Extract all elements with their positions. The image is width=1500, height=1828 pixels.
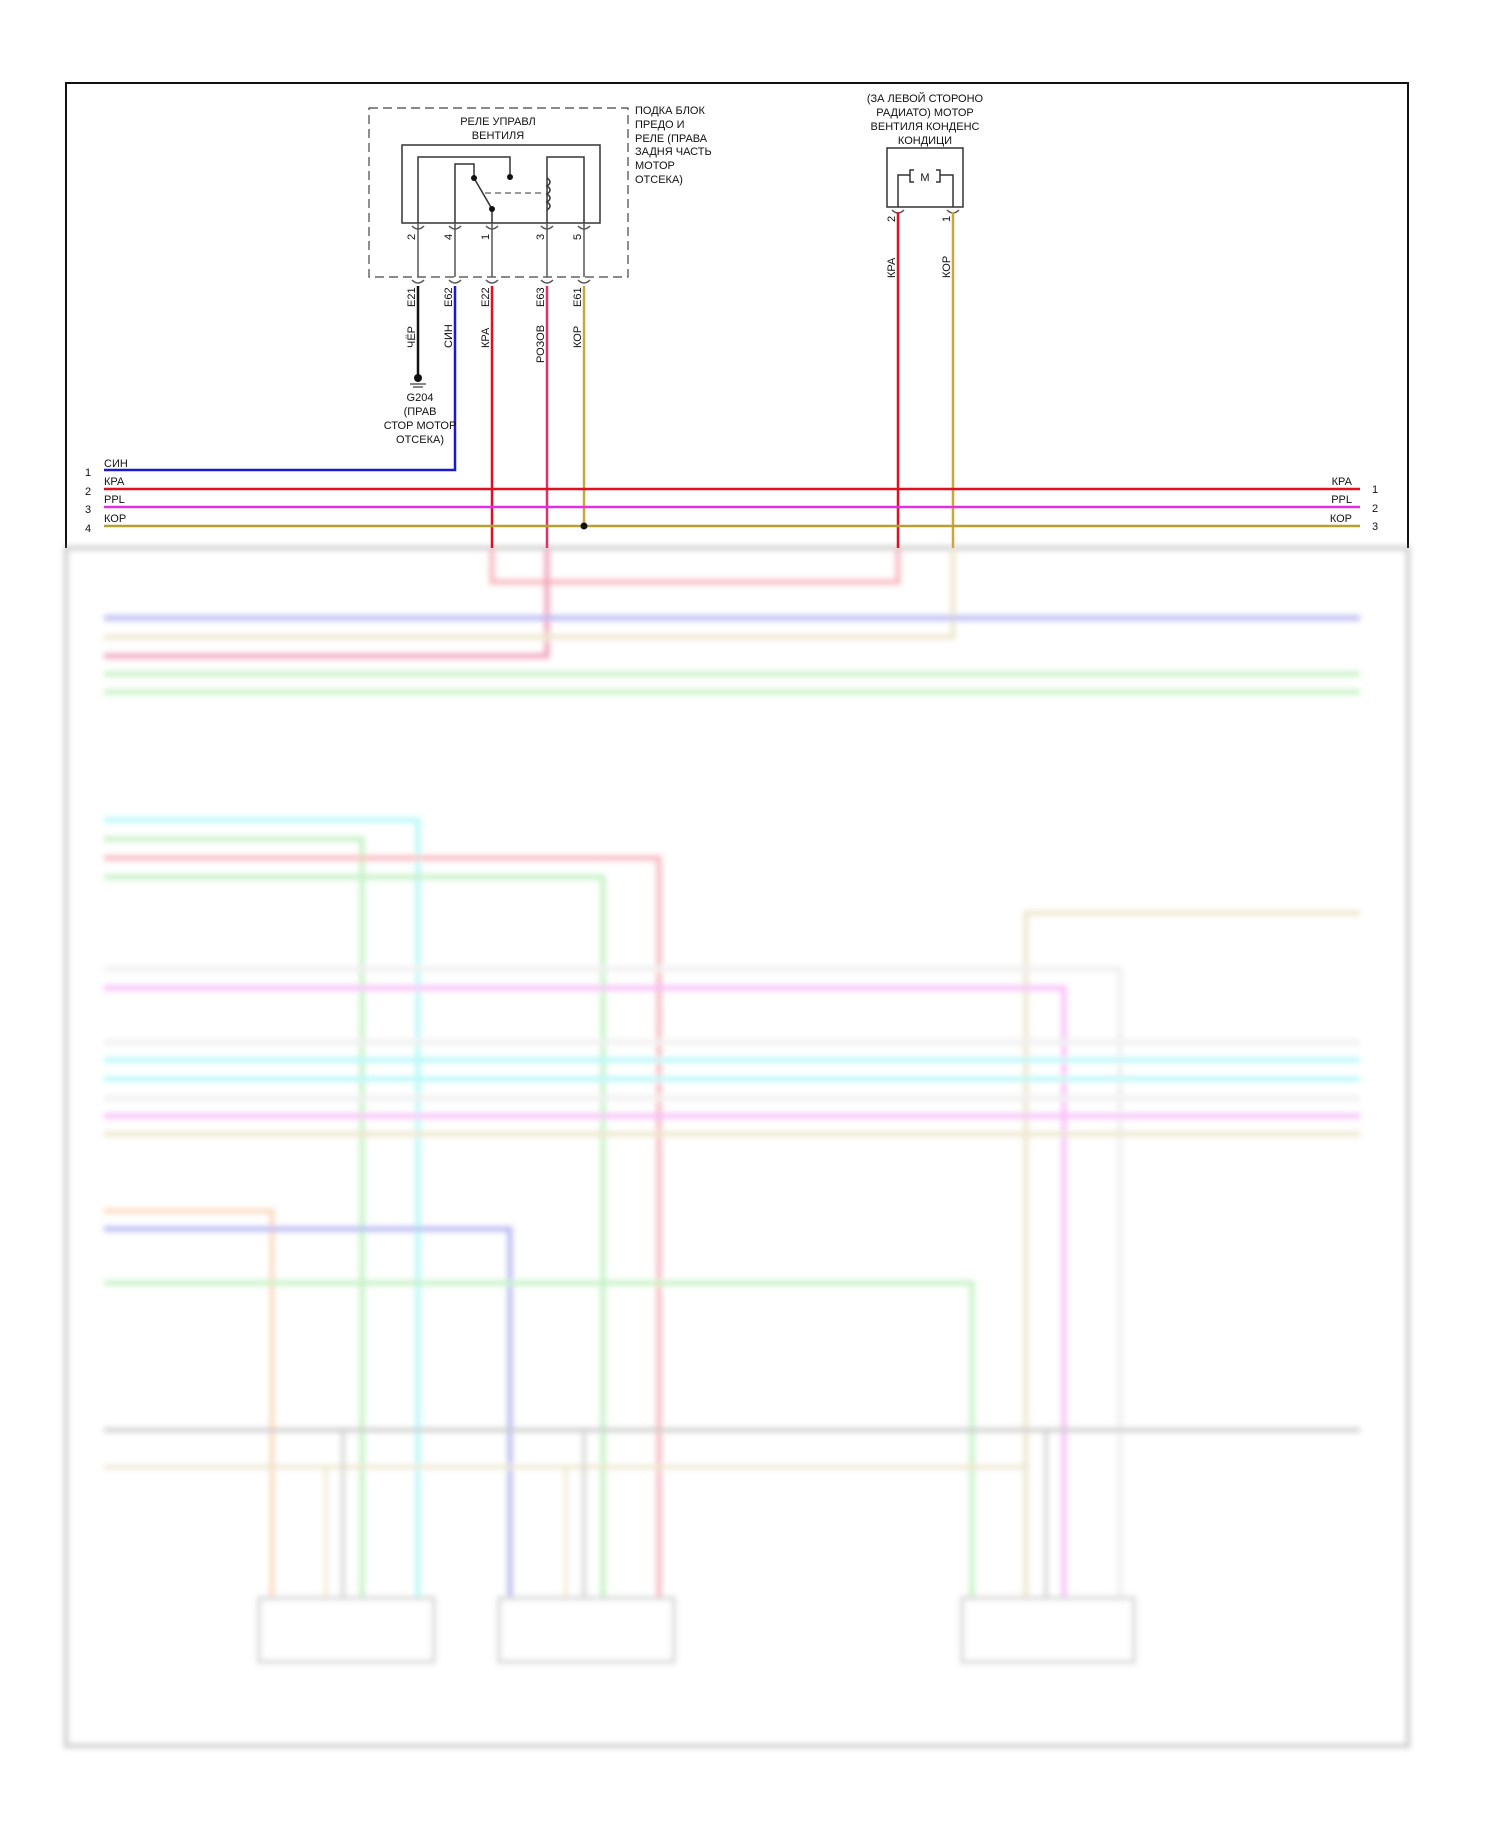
svg-text:1: 1 xyxy=(85,467,91,479)
relay-contact xyxy=(507,174,513,180)
svg-text:КОР: КОР xyxy=(572,326,584,348)
relay-title-line2: ВЕНТИЛЯ xyxy=(472,130,524,142)
svg-text:2: 2 xyxy=(886,216,898,222)
svg-text:ОТСЕКА): ОТСЕКА) xyxy=(635,174,683,186)
svg-text:ВЕНТИЛЯ КОНДЕНС: ВЕНТИЛЯ КОНДЕНС xyxy=(871,121,980,133)
motor-location-label: (ЗА ЛЕВОЙ СТОРОНО РАДИАТО) МОТОР ВЕНТИЛЯ… xyxy=(867,92,984,147)
relay-wire-colors: ЧЁР СИН КРА РОЗОВ КОР xyxy=(406,324,584,363)
motor-wire-colors: КРА КОР xyxy=(886,256,953,278)
bus-right-labels: КРА 1 PPL 2 КОР 3 xyxy=(1330,476,1378,533)
ground-icon xyxy=(410,374,426,388)
svg-text:СТОР МОТОР: СТОР МОТОР xyxy=(384,420,457,432)
svg-text:2: 2 xyxy=(85,486,91,498)
svg-text:РОЗОВ: РОЗОВ xyxy=(535,325,547,363)
svg-text:2: 2 xyxy=(406,234,418,240)
relay-block-enclosure xyxy=(368,107,629,278)
motor-leads xyxy=(897,174,954,207)
svg-text:РЕЛЕ (ПРАВА: РЕЛЕ (ПРАВА xyxy=(635,133,708,145)
ground-location: (ПРАВ СТОР МОТОР ОТСЕКА) xyxy=(384,406,457,446)
svg-text:КРА: КРА xyxy=(1332,476,1353,488)
splice-dot xyxy=(580,522,588,530)
relay-pin-leads xyxy=(411,223,591,284)
motor-pin-connectors xyxy=(891,209,960,214)
svg-text:2: 2 xyxy=(1372,503,1378,515)
svg-text:E21: E21 xyxy=(406,287,418,307)
ground-id: G204 xyxy=(407,392,434,404)
relay-contact xyxy=(489,206,495,212)
svg-text:5: 5 xyxy=(572,234,584,240)
svg-text:КРА: КРА xyxy=(480,327,492,348)
relay-location-label: ПОДКА БЛОК ПРЕДО И РЕЛЕ (ПРАВА ЗАДНЯ ЧАС… xyxy=(635,105,712,186)
svg-text:3: 3 xyxy=(535,234,547,240)
svg-text:PPL: PPL xyxy=(104,494,125,506)
relay-connector-ids: E21 E62 E22 E63 E61 xyxy=(406,287,584,307)
svg-text:ЧЁР: ЧЁР xyxy=(406,326,418,348)
svg-text:КОР: КОР xyxy=(1330,513,1352,525)
svg-text:E63: E63 xyxy=(535,287,547,307)
svg-text:СИН: СИН xyxy=(104,458,128,470)
diagram-frame xyxy=(65,82,1409,548)
svg-text:ЗАДНЯ ЧАСТЬ: ЗАДНЯ ЧАСТЬ xyxy=(635,146,712,158)
relay-symbol xyxy=(401,144,601,224)
svg-text:E62: E62 xyxy=(443,287,455,307)
motor-box xyxy=(886,147,964,208)
relay-title-line1: РЕЛЕ УПРАВЛ xyxy=(460,116,536,128)
svg-text:ПРЕДО И: ПРЕДО И xyxy=(635,119,685,131)
svg-text:МОТОР: МОТОР xyxy=(635,160,675,172)
blurred-lower-section xyxy=(64,546,1410,1748)
svg-text:КРА: КРА xyxy=(886,257,898,278)
svg-text:(ПРАВ: (ПРАВ xyxy=(404,406,437,418)
svg-text:КОР: КОР xyxy=(941,256,953,278)
svg-text:3: 3 xyxy=(1372,521,1378,533)
svg-text:КРА: КРА xyxy=(104,476,125,488)
motor-icon xyxy=(909,169,941,183)
motor-symbol: M xyxy=(920,172,929,184)
svg-text:ОТСЕКА): ОТСЕКА) xyxy=(396,434,444,446)
svg-text:(ЗА ЛЕВОЙ СТОРОНО: (ЗА ЛЕВОЙ СТОРОНО xyxy=(867,92,984,105)
svg-text:1: 1 xyxy=(941,216,953,222)
svg-text:E22: E22 xyxy=(480,287,492,307)
wire-blue-e62 xyxy=(104,286,457,472)
motor-pin-numbers: 2 1 xyxy=(886,216,953,222)
svg-text:1: 1 xyxy=(480,234,492,240)
svg-text:КОР: КОР xyxy=(104,513,126,525)
relay-pin-numbers: 2 4 1 3 5 xyxy=(406,234,584,240)
svg-text:PPL: PPL xyxy=(1331,494,1352,506)
relay-contact xyxy=(471,175,477,181)
svg-text:1: 1 xyxy=(1372,484,1378,496)
svg-text:СИН: СИН xyxy=(443,324,455,348)
svg-text:КОНДИЦИ: КОНДИЦИ xyxy=(898,135,952,147)
svg-text:ПОДКА БЛОК: ПОДКА БЛОК xyxy=(635,105,705,117)
bus-left-labels: 1 СИН 2 КРА 3 PPL 4 КОР xyxy=(85,458,128,535)
svg-text:4: 4 xyxy=(443,234,455,240)
svg-text:РАДИАТО) МОТОР: РАДИАТО) МОТОР xyxy=(876,107,973,119)
svg-text:E61: E61 xyxy=(572,287,584,307)
svg-text:4: 4 xyxy=(85,523,91,535)
svg-text:3: 3 xyxy=(85,504,91,516)
